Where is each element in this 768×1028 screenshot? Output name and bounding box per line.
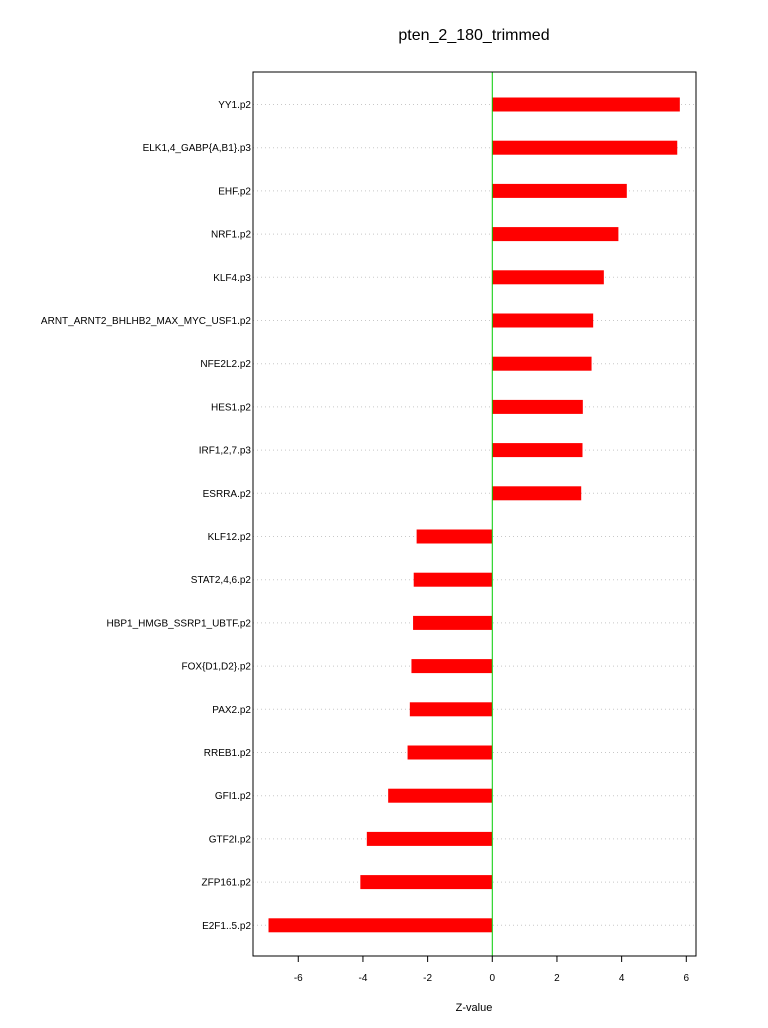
category-label: NRF1.p2 [211, 230, 251, 241]
bar [413, 615, 493, 630]
x-tick-label: 6 [684, 973, 690, 984]
bar [416, 529, 493, 544]
bar [492, 313, 594, 328]
category-label: GFI1.p2 [215, 791, 252, 802]
bar [492, 140, 678, 155]
category-label: ELK1,4_GABP{A,B1}.p3 [143, 143, 252, 154]
category-label: FOX{D1,D2}.p2 [182, 662, 252, 673]
x-tick-label: 0 [490, 973, 496, 984]
x-tick-label: -4 [358, 973, 367, 984]
bar [366, 831, 493, 846]
category-label: E2F1..5.p2 [202, 921, 251, 932]
bar [492, 399, 583, 414]
bar [492, 227, 619, 242]
bar [411, 659, 493, 674]
x-tick-label: -6 [294, 973, 303, 984]
category-label: STAT2,4,6.p2 [191, 575, 252, 586]
category-label: HBP1_HMGB_SSRP1_UBTF.p2 [106, 618, 251, 629]
chart-title: pten_2_180_trimmed [398, 27, 549, 44]
category-label: ARNT_ARNT2_BHLHB2_MAX_MYC_USF1.p2 [41, 316, 252, 327]
category-labels: YY1.p2 ELK1,4_GABP{A,B1}.p3 EHF.p2 NRF1.p2 K… [41, 100, 252, 932]
category-label: PAX2.p2 [212, 705, 251, 716]
category-label: HES1.p2 [211, 402, 251, 413]
bar [268, 918, 493, 933]
category-label: GTF2I.p2 [209, 834, 252, 845]
bar [492, 270, 604, 285]
bar [492, 486, 582, 501]
bar [492, 183, 627, 198]
x-tick-label: 2 [554, 973, 560, 984]
plot-frame [252, 71, 697, 957]
bars [268, 97, 680, 933]
category-label: IRF1,2,7.p3 [199, 446, 252, 457]
category-label: ESRRA.p2 [203, 489, 252, 500]
category-label: NFE2L2.p2 [200, 359, 251, 370]
category-label: KLF12.p2 [208, 532, 252, 543]
bar [360, 875, 493, 890]
x-tick-label: 4 [619, 973, 625, 984]
bar [413, 572, 493, 587]
bar [407, 745, 493, 760]
bar [492, 356, 592, 371]
bar [409, 702, 493, 717]
category-label: YY1.p2 [218, 100, 251, 111]
x-axis: -6 -4 -2 0 2 4 6 [294, 955, 690, 984]
bar [492, 97, 680, 112]
bar [388, 788, 493, 803]
category-label: ZFP161.p2 [202, 878, 252, 889]
category-label: RREB1.p2 [204, 748, 252, 759]
bar [492, 443, 583, 458]
x-tick-label: -2 [423, 973, 432, 984]
category-label: KLF4.p3 [213, 273, 251, 284]
category-label: EHF.p2 [218, 186, 251, 197]
x-axis-label: Z-value [456, 1002, 493, 1014]
